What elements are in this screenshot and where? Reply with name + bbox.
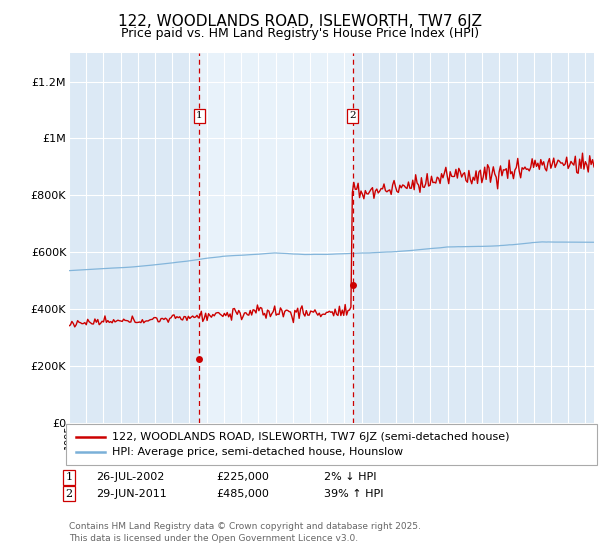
Text: 2% ↓ HPI: 2% ↓ HPI (324, 472, 377, 482)
Text: 29-JUN-2011: 29-JUN-2011 (96, 489, 167, 499)
Text: 39% ↑ HPI: 39% ↑ HPI (324, 489, 383, 499)
Text: £485,000: £485,000 (216, 489, 269, 499)
Text: 26-JUL-2002: 26-JUL-2002 (96, 472, 164, 482)
Text: Price paid vs. HM Land Registry's House Price Index (HPI): Price paid vs. HM Land Registry's House … (121, 27, 479, 40)
Bar (199, 53, 353, 423)
Text: 2: 2 (65, 489, 73, 499)
Text: 1: 1 (196, 111, 203, 120)
Text: 122, WOODLANDS ROAD, ISLEWORTH, TW7 6JZ: 122, WOODLANDS ROAD, ISLEWORTH, TW7 6JZ (118, 14, 482, 29)
Text: 2: 2 (350, 111, 356, 120)
Text: HPI: Average price, semi-detached house, Hounslow: HPI: Average price, semi-detached house,… (112, 447, 403, 458)
Text: Contains HM Land Registry data © Crown copyright and database right 2025.
This d: Contains HM Land Registry data © Crown c… (69, 522, 421, 543)
Text: 1: 1 (65, 472, 73, 482)
Text: £225,000: £225,000 (216, 472, 269, 482)
Text: 122, WOODLANDS ROAD, ISLEWORTH, TW7 6JZ (semi-detached house): 122, WOODLANDS ROAD, ISLEWORTH, TW7 6JZ … (112, 432, 510, 442)
